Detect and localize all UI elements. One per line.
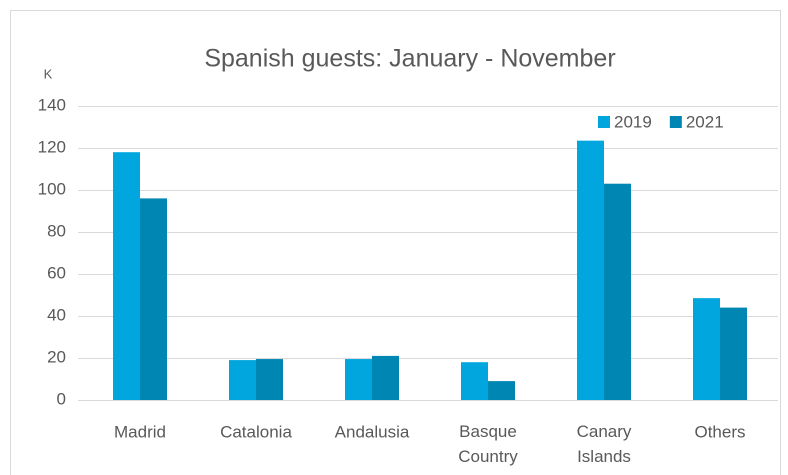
y-tick-label: 40	[47, 305, 66, 324]
x-tick-label: Catalonia	[220, 422, 292, 441]
legend-swatch	[669, 116, 682, 128]
bar	[256, 359, 283, 400]
bar	[720, 307, 747, 400]
y-axis-label: K	[44, 66, 53, 81]
x-tick-label: Madrid	[114, 422, 166, 441]
bar	[345, 359, 372, 400]
x-tick-label: Basque Country	[458, 422, 518, 466]
y-tick-label: 120	[38, 137, 66, 156]
x-tick-label: Canary Islands	[577, 422, 632, 466]
bar	[140, 198, 167, 400]
bar	[604, 183, 631, 400]
y-tick-label: 0	[57, 389, 66, 408]
chart-title: Spanish guests: January - November	[204, 45, 615, 73]
y-tick-label: 140	[38, 95, 66, 114]
legend-swatch	[598, 116, 610, 128]
bar	[372, 355, 399, 400]
bar	[693, 298, 720, 400]
bar	[113, 152, 140, 400]
y-tick-label: 60	[47, 263, 66, 282]
legend-label: 2019	[614, 112, 652, 131]
bar	[229, 360, 256, 400]
x-tick-label: Others	[694, 422, 745, 441]
legend-label: 2021	[686, 112, 724, 131]
y-tick-label: 20	[47, 347, 66, 366]
bar	[461, 362, 488, 400]
bar	[577, 140, 604, 400]
x-tick-label: Andalusia	[335, 422, 410, 441]
y-tick-label: 80	[47, 221, 66, 240]
bar	[488, 381, 515, 400]
y-tick-label: 100	[38, 179, 66, 198]
